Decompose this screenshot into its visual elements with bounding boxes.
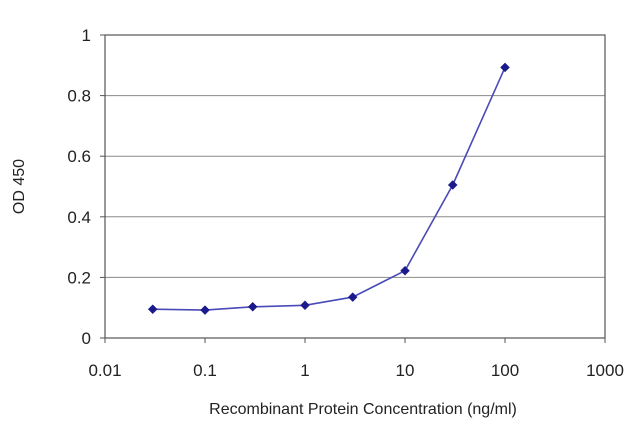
- x-tick-label: 0.1: [193, 361, 217, 380]
- series-group: [147, 62, 510, 315]
- x-tick-label: 0.01: [88, 361, 121, 380]
- data-point: [500, 62, 510, 73]
- data-point: [200, 305, 210, 315]
- y-tick-label: 0.8: [67, 87, 91, 106]
- series-line: [152, 67, 506, 311]
- y-tick-label: 0.2: [67, 268, 91, 287]
- data-point: [400, 265, 410, 276]
- y-tick-label: 0.6: [67, 147, 91, 166]
- x-tick-label: 100: [491, 361, 519, 380]
- data-point: [447, 180, 458, 190]
- plot-frame: [104, 34, 606, 339]
- data-point: [300, 300, 310, 311]
- data-point: [147, 304, 158, 315]
- x-axis: 0.01 0.1 1 10 100 1000: [88, 338, 624, 380]
- y-tick-label: 0.4: [67, 208, 91, 227]
- grid: [105, 95, 605, 278]
- x-tick-label: 10: [396, 361, 415, 380]
- y-tick-label: 1: [82, 26, 91, 45]
- y-tick-label: 0: [82, 329, 91, 348]
- y-axis-label: OD 450: [11, 159, 28, 214]
- data-point: [347, 292, 358, 302]
- x-tick-label: 1: [300, 361, 309, 380]
- y-axis: 0 0.2 0.4 0.6 0.8 1: [67, 26, 105, 348]
- data-point: [247, 301, 258, 312]
- x-axis-label: Recombinant Protein Concentration (ng/ml…: [209, 401, 517, 418]
- x-tick-label: 1000: [586, 361, 624, 380]
